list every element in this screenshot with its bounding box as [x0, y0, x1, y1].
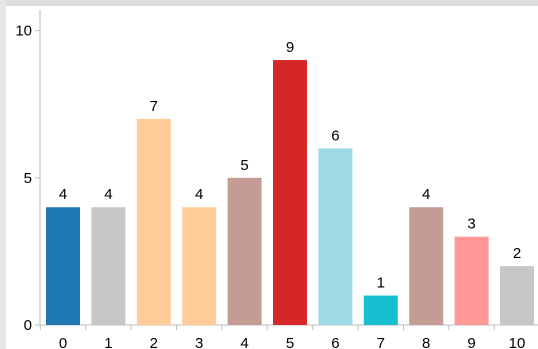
x-tick-label: 2	[150, 335, 158, 349]
data-label: 5	[240, 157, 248, 174]
x-tick-label: 0	[59, 335, 67, 349]
x-tick-label: 1	[104, 335, 112, 349]
x-tick-label: 9	[467, 335, 475, 349]
data-label: 7	[150, 98, 158, 115]
data-label: 4	[104, 186, 112, 203]
data-label: 4	[195, 186, 203, 203]
bar	[273, 60, 307, 326]
top-strip	[0, 0, 538, 6]
x-tick-label: 8	[422, 335, 430, 349]
x-axis: 0 1 2 3 4 5 6 7 8 9 10	[39, 325, 526, 349]
bar	[318, 148, 353, 325]
data-label: 6	[331, 127, 339, 144]
bar	[227, 177, 262, 325]
bar	[182, 207, 217, 325]
bar	[91, 207, 126, 325]
bar	[500, 266, 534, 325]
x-tick-label: 10	[509, 335, 526, 349]
y-tick-label: 5	[24, 170, 32, 187]
bar	[136, 118, 171, 325]
left-strip	[0, 0, 6, 349]
bar	[409, 207, 444, 325]
data-label: 4	[59, 186, 67, 203]
data-labels-group: 4 4 7 4 5 9 6 1 4 3 2	[59, 39, 521, 292]
y-tick-label: 0	[24, 317, 32, 334]
bars-group	[46, 60, 534, 326]
data-label: 1	[377, 275, 385, 292]
bar	[454, 236, 489, 325]
bar	[46, 207, 80, 325]
x-tick-label: 3	[195, 335, 203, 349]
data-label: 9	[286, 39, 294, 56]
x-tick-label: 7	[377, 335, 385, 349]
x-tick-label: 6	[331, 335, 339, 349]
data-label: 4	[422, 186, 430, 203]
data-label: 2	[513, 245, 521, 262]
bar	[363, 295, 398, 325]
x-tick-label: 5	[286, 335, 294, 349]
x-tick-label: 4	[240, 335, 248, 349]
data-label: 3	[467, 216, 475, 233]
y-tick-label: 10	[15, 23, 32, 40]
y-axis: 0 5 10	[15, 23, 40, 334]
